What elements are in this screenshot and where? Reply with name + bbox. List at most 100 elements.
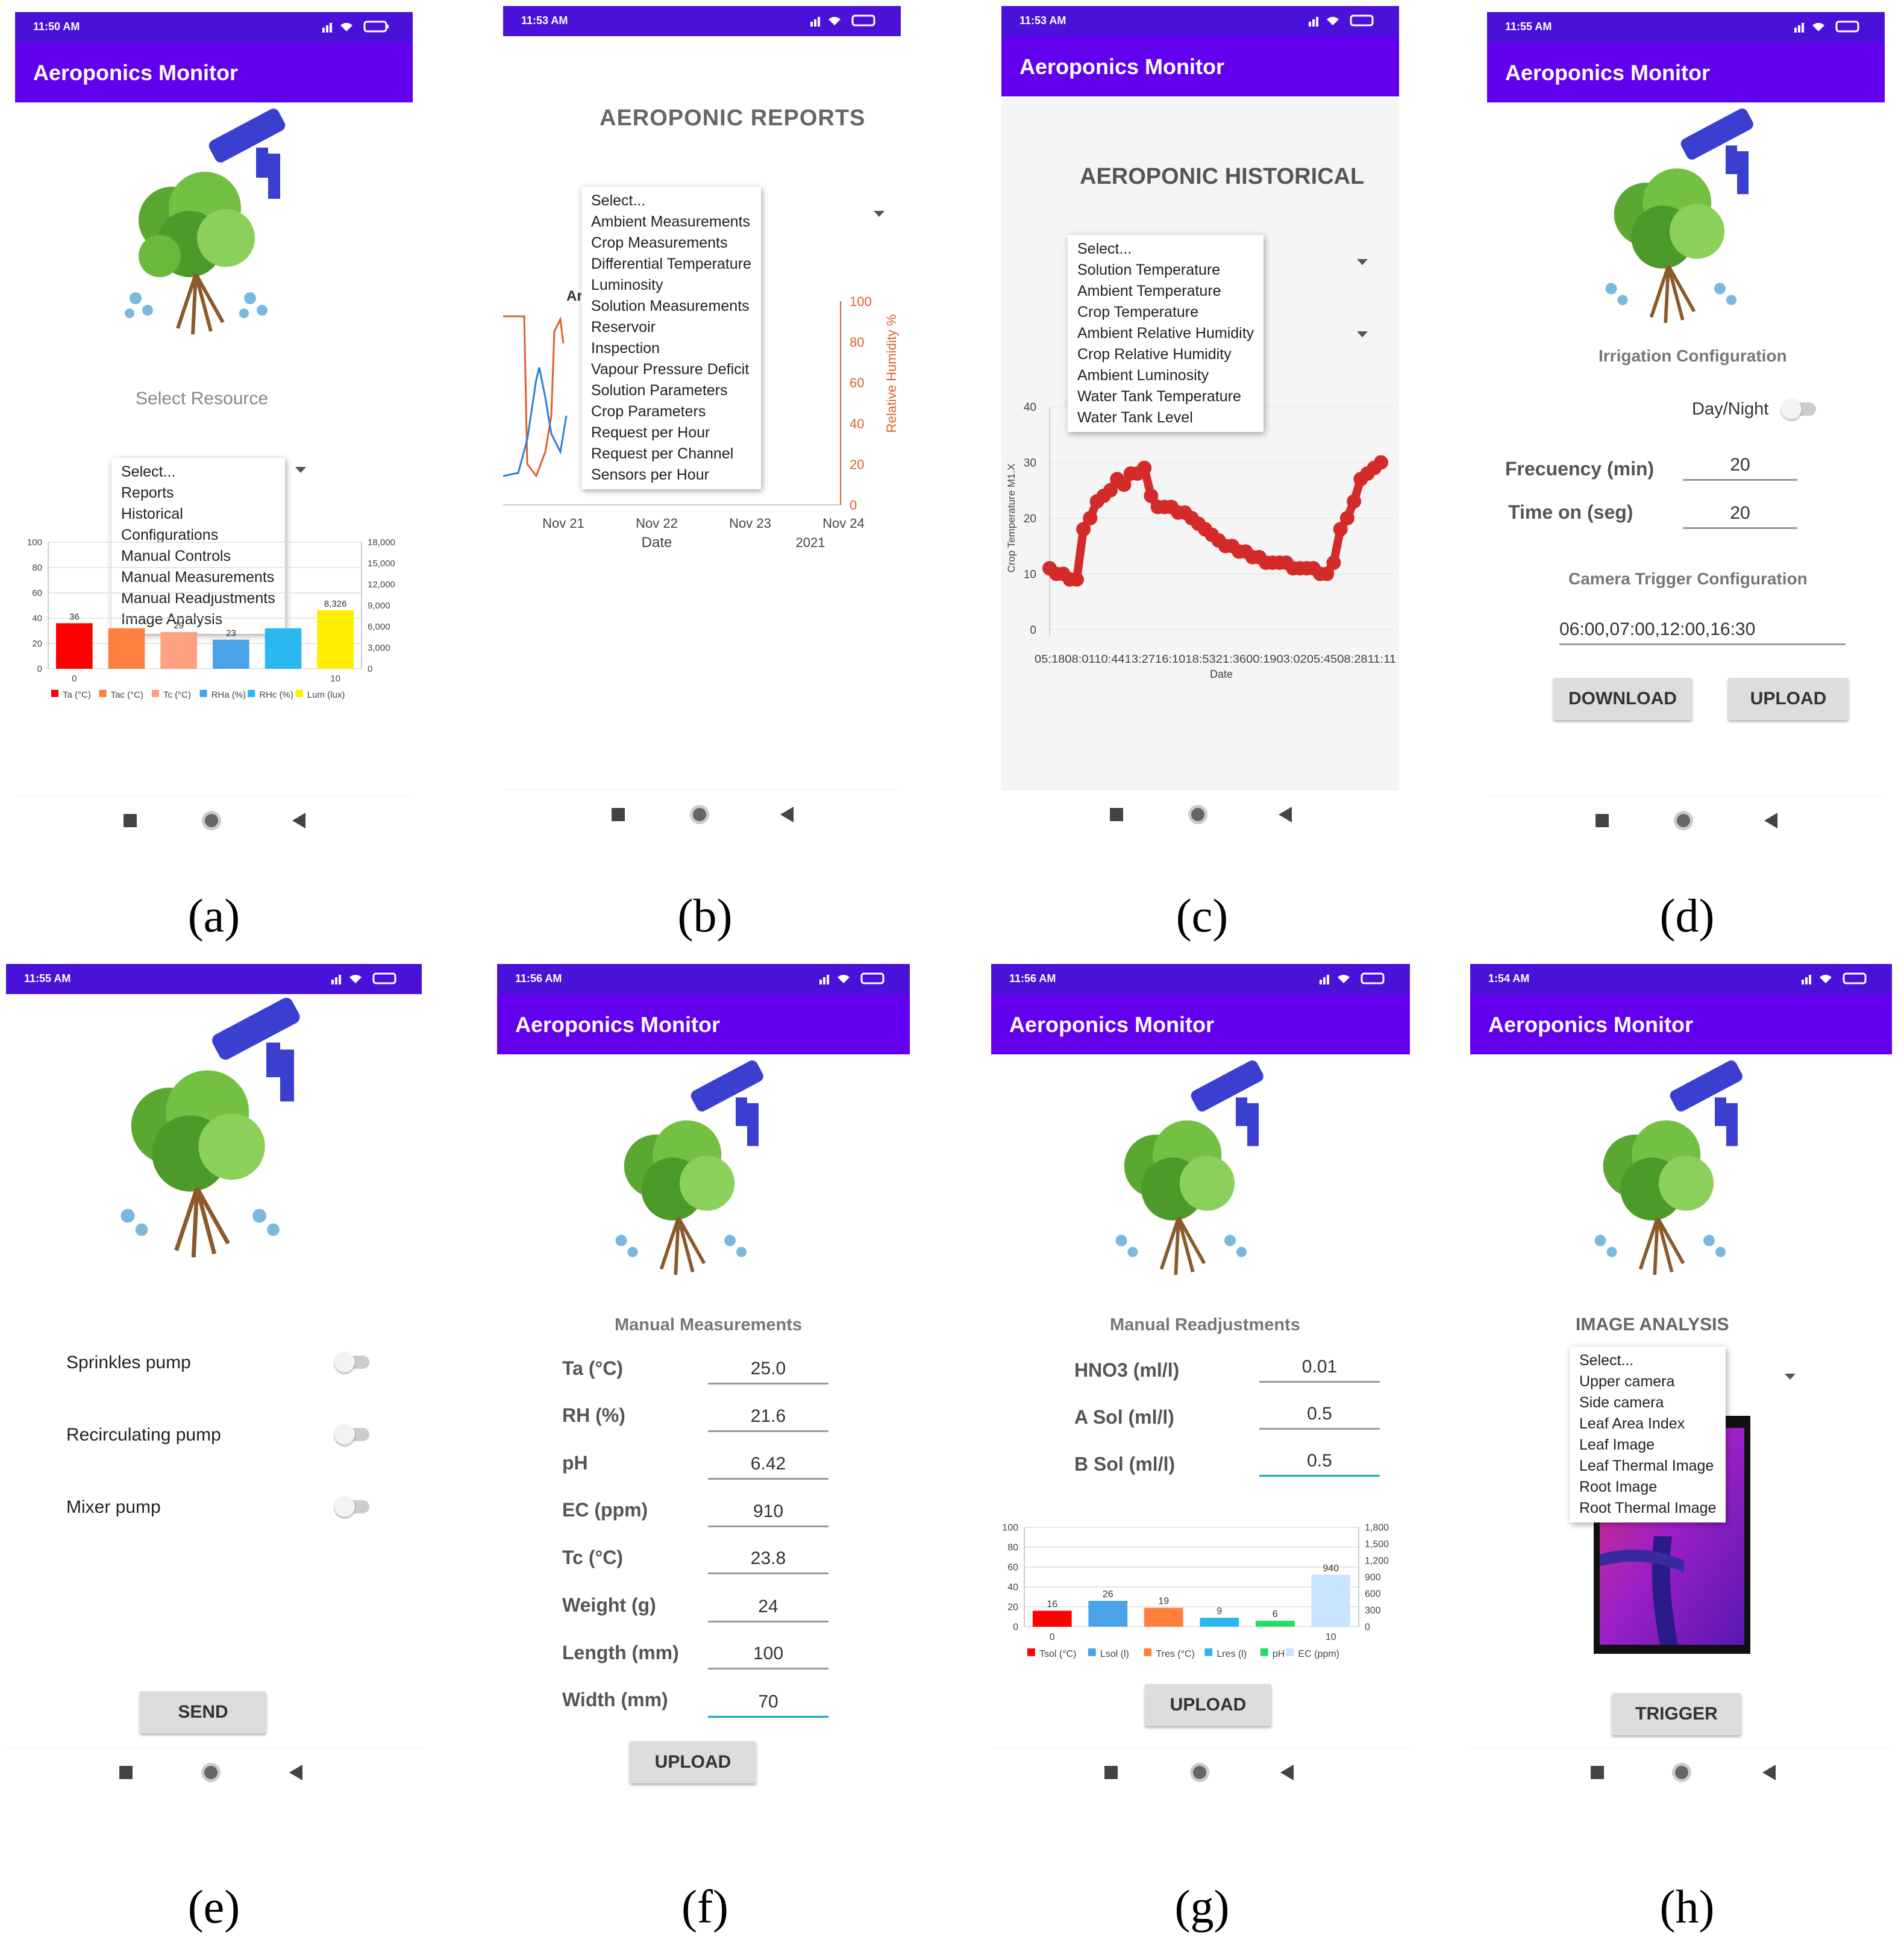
menu-item[interactable]: Leaf Area Index (1579, 1415, 1685, 1432)
menu-item[interactable]: Ambient Luminosity (1077, 367, 1209, 384)
menu-item[interactable]: Manual Controls (121, 548, 231, 565)
dropdown-arrow-icon[interactable] (1357, 331, 1368, 337)
menu-item[interactable]: Select... (121, 463, 176, 480)
menu-item[interactable]: Crop Relative Humidity (1077, 346, 1232, 363)
menu-item[interactable]: Side camera (1579, 1394, 1664, 1411)
back-icon[interactable] (289, 1765, 302, 1780)
send-button[interactable]: SEND (140, 1691, 266, 1733)
dropdown-arrow-icon[interactable] (1357, 259, 1368, 265)
nav-bar (503, 789, 901, 837)
recents-icon[interactable] (1591, 1766, 1604, 1779)
menu-item[interactable]: Sensors per Hour (591, 466, 709, 483)
menu-item[interactable]: Upper camera (1579, 1373, 1675, 1390)
ta-field[interactable]: 25.0 (708, 1359, 828, 1385)
status-bar: 11:55 AM (1487, 12, 1885, 42)
menu-item[interactable]: Image Analysis (121, 611, 223, 628)
back-icon[interactable] (780, 807, 794, 822)
upload-button[interactable]: UPLOAD (1728, 678, 1849, 720)
upload-button[interactable]: UPLOAD (1145, 1684, 1271, 1726)
status-bar: 1:54 AM (1470, 964, 1892, 994)
menu-item[interactable]: Solution Parameters (591, 382, 728, 399)
trigger-button[interactable]: TRIGGER (1612, 1693, 1741, 1735)
menu-item[interactable]: Historical (121, 505, 183, 522)
frequency-field[interactable]: 20 (1683, 455, 1797, 481)
menu-item[interactable]: Water Tank Level (1077, 409, 1193, 426)
day-night-toggle[interactable] (1781, 399, 1817, 419)
tc-field[interactable]: 23.8 (708, 1548, 828, 1574)
b-sol-field[interactable]: 0.5 (1259, 1451, 1380, 1477)
menu-item[interactable]: Select... (1077, 240, 1132, 257)
menu-item[interactable]: Leaf Image (1579, 1436, 1655, 1453)
menu-item[interactable]: Request per Hour (591, 424, 710, 441)
menu-item[interactable]: Leaf Thermal Image (1579, 1457, 1714, 1474)
menu-item[interactable]: Select... (1579, 1352, 1634, 1369)
ec-field[interactable]: 910 (708, 1501, 828, 1527)
home-icon[interactable] (690, 805, 709, 824)
weight-field[interactable]: 24 (708, 1597, 828, 1622)
legend-swatch (1027, 1648, 1035, 1656)
menu-item[interactable]: Manual Measurements (121, 569, 275, 586)
menu-item[interactable]: Select... (591, 192, 646, 209)
sprinkles-pump-toggle[interactable] (334, 1352, 371, 1372)
signal-wifi-battery-icon (322, 20, 389, 33)
menu-item[interactable]: Reports (121, 484, 174, 501)
caption-c: (c) (1176, 889, 1229, 942)
dropdown-arrow-icon[interactable] (295, 467, 306, 473)
camera-times-field[interactable]: 06:00,07:00,12:00,16:30 (1559, 619, 1846, 645)
menu-item[interactable]: Root Image (1579, 1478, 1658, 1495)
hno3-field[interactable]: 0.01 (1259, 1357, 1380, 1383)
back-icon[interactable] (1280, 1765, 1294, 1780)
reports-dropdown[interactable]: Select... Ambient Measurements Crop Meas… (581, 187, 761, 489)
resource-dropdown[interactable]: Select... Reports Historical Configurati… (111, 458, 285, 634)
caption-a: (a) (187, 889, 240, 942)
menu-item[interactable]: Root Thermal Image (1579, 1500, 1717, 1516)
home-icon[interactable] (202, 811, 221, 830)
download-button[interactable]: DOWNLOAD (1553, 678, 1692, 720)
menu-item[interactable]: Reservoir (591, 319, 656, 336)
length-field[interactable]: 100 (708, 1644, 828, 1669)
menu-item[interactable]: Crop Temperature (1077, 304, 1199, 321)
width-field[interactable]: 70 (708, 1692, 828, 1718)
home-icon[interactable] (1672, 1763, 1691, 1782)
menu-item[interactable]: Solution Temperature (1077, 261, 1221, 278)
menu-item[interactable]: Inspection (591, 340, 660, 357)
back-icon[interactable] (1279, 807, 1292, 822)
recirculating-pump-toggle[interactable] (334, 1424, 371, 1445)
dropdown-arrow-icon[interactable] (1785, 1374, 1796, 1380)
menu-item[interactable]: Differential Temperature (591, 255, 751, 272)
recents-icon[interactable] (119, 1766, 133, 1779)
mixer-pump-toggle[interactable] (334, 1497, 371, 1517)
image-analysis-dropdown[interactable]: Select... Upper camera Side camera Leaf … (1570, 1347, 1726, 1522)
menu-item[interactable]: Ambient Measurements (591, 213, 751, 230)
dropdown-arrow-icon[interactable] (874, 211, 885, 217)
recents-icon[interactable] (1104, 1766, 1118, 1779)
upload-button[interactable]: UPLOAD (630, 1741, 756, 1783)
recents-icon[interactable] (612, 808, 625, 821)
menu-item[interactable]: Solution Measurements (591, 298, 750, 314)
historical-dropdown[interactable]: Select... Solution Temperature Ambient T… (1068, 235, 1264, 432)
home-icon[interactable] (1674, 811, 1693, 830)
menu-item[interactable]: Luminosity (591, 277, 663, 293)
menu-item[interactable]: Water Tank Temperature (1077, 388, 1241, 405)
back-icon[interactable] (1762, 1765, 1776, 1780)
menu-item[interactable]: Ambient Temperature (1077, 283, 1221, 299)
recents-icon[interactable] (1110, 808, 1123, 821)
data-label: 36 (69, 612, 80, 622)
recents-icon[interactable] (124, 814, 137, 827)
menu-item[interactable]: Configurations (121, 527, 219, 543)
rh-field[interactable]: 21.6 (708, 1406, 828, 1432)
home-icon[interactable] (201, 1763, 221, 1782)
recents-icon[interactable] (1596, 814, 1609, 827)
menu-item[interactable]: Request per Channel (591, 445, 734, 462)
home-icon[interactable] (1190, 1763, 1209, 1782)
menu-item[interactable]: Vapour Pressure Deficit (591, 361, 750, 378)
time-on-field[interactable]: 20 (1683, 503, 1797, 529)
back-icon[interactable] (292, 813, 305, 828)
menu-item[interactable]: Crop Measurements (591, 234, 728, 251)
back-icon[interactable] (1764, 813, 1777, 828)
ph-field[interactable]: 6.42 (708, 1454, 828, 1480)
a-sol-field[interactable]: 0.5 (1259, 1404, 1380, 1430)
menu-item[interactable]: Crop Parameters (591, 403, 706, 420)
menu-item[interactable]: Ambient Relative Humidity (1077, 325, 1254, 342)
home-icon[interactable] (1188, 805, 1207, 824)
